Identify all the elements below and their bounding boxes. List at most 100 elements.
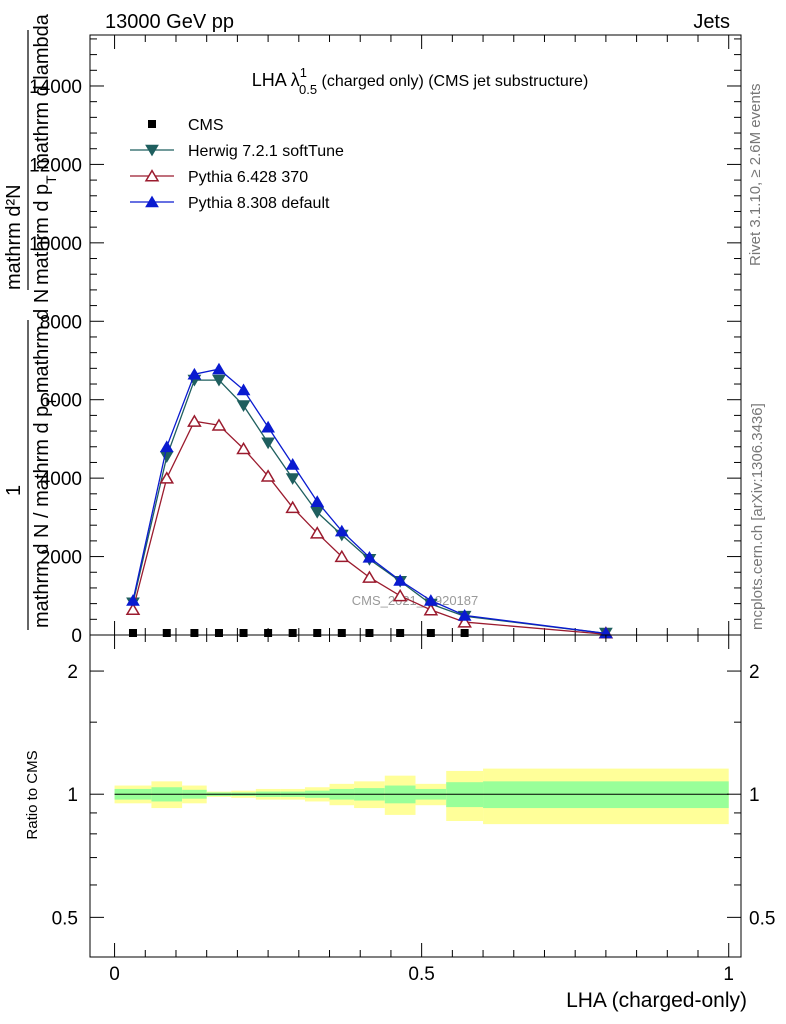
- mc-data-point: [260, 469, 276, 482]
- mc-data-point: [236, 383, 251, 396]
- y-tick-label: 14000: [29, 77, 82, 98]
- legend: CMS Herwig 7.2.1 softTune Pythia 6.428 370…: [130, 117, 344, 212]
- cms-data-point: [313, 629, 322, 637]
- mc-data-point: [125, 602, 141, 616]
- series-2: [125, 414, 614, 639]
- legend-label: Herwig 7.2.1 softTune: [188, 143, 344, 160]
- ylabel-lower-numerator-sub: T: [43, 397, 59, 406]
- header-energy-label: 13000 GeV pp: [105, 11, 234, 33]
- mc-data-point: [261, 420, 275, 433]
- ylabel-numerator-top: mathrm d²N: [3, 184, 25, 290]
- mc-data-point: [187, 414, 202, 427]
- ylabel-lower-numerator: mathrm d N / mathrm d pTmathrm d N: [31, 289, 59, 628]
- ratio-y-tick-label: 2: [67, 662, 78, 683]
- plot-title-superscript: 1: [300, 65, 307, 80]
- main-y-axis: 0 2000 4000 6000 8000 10000 12000 14000: [29, 38, 741, 647]
- mc-data-point: [285, 500, 300, 514]
- series-3: [126, 362, 613, 639]
- ratio-plot-panel: 0.5 0.5 1 1 2 2 0 0.5 1 Ratio to CMS LHA (charg…: [24, 634, 776, 1012]
- plot-title: LHA λ1 0.5 (charged only) (CMS jet substr…: [252, 65, 589, 97]
- series-line: [132, 368, 606, 635]
- rivet-version-label: Rivet 3.1.10, ≥ 2.6M events: [747, 84, 764, 267]
- x-tick-label: 0.5: [408, 964, 434, 985]
- ratio-y-tick-label-right: 2: [749, 662, 760, 683]
- mc-data-point: [362, 550, 377, 563]
- plot-title-rest: (charged only) (CMS jet substructure): [317, 73, 588, 90]
- y-tick-label: 6000: [40, 391, 82, 412]
- ratio-y-tick-label: 0.5: [52, 908, 78, 929]
- series-0: [128, 629, 469, 637]
- cms-data-point: [365, 629, 374, 637]
- cms-data-point: [426, 629, 435, 637]
- mc-data-point: [159, 451, 174, 463]
- mc-data-point: [309, 526, 325, 539]
- cms-data-point: [162, 629, 171, 637]
- mc-data-point: [159, 440, 174, 453]
- analysis-watermark: CMS_2021_I1920187: [352, 593, 479, 608]
- cms-data-point: [264, 629, 273, 637]
- cms-data-point: [148, 120, 156, 128]
- cms-data-point: [239, 629, 248, 637]
- x-axis-label: LHA (charged-only): [566, 989, 747, 1012]
- mc-data-point: [362, 570, 377, 583]
- ylabel-lower-numerator-text: mathrm d N / mathrm d p: [31, 406, 53, 628]
- cms-data-point: [190, 629, 199, 637]
- main-y-axis-label: mathrm d²N mathrm d pT mathrm d lambda 1…: [3, 13, 59, 630]
- mc-data-point: [285, 473, 300, 485]
- mc-data-point: [393, 574, 408, 586]
- ratio-x-axis: 0 0.5 1: [109, 635, 734, 985]
- ratio-uncertainty-bands: [114, 768, 729, 825]
- cms-data-point: [214, 629, 223, 637]
- mcplots-label: mcplots.cern.ch [arXiv:1306.3436]: [749, 403, 766, 630]
- main-plot-panel: 0 2000 4000 6000 8000 10000 12000 14000 CMS_202…: [29, 34, 742, 647]
- mc-data-point: [236, 400, 251, 412]
- mc-data-point: [392, 588, 408, 602]
- ratio-y-axis-label: Ratio to CMS: [24, 750, 41, 839]
- cms-data-point: [128, 629, 137, 637]
- legend-label: Pythia 8.308 default: [188, 195, 330, 212]
- mc-data-point: [457, 609, 472, 621]
- ylabel-denominator-top: mathrm d pT mathrm d lambda: [31, 13, 59, 285]
- mc-data-point: [212, 374, 226, 387]
- legend-label: CMS: [188, 117, 224, 134]
- ratio-y-axis: 0.5 0.5 1 1 2 2: [52, 662, 776, 929]
- cms-data-point: [396, 629, 405, 637]
- y-tick-label: 10000: [29, 234, 82, 255]
- mc-data-point: [457, 615, 472, 628]
- legend-entry: CMS: [148, 117, 224, 134]
- mc-data-point: [285, 458, 300, 470]
- mc-data-point: [423, 594, 438, 606]
- mc-data-point: [126, 594, 140, 606]
- y-tick-label: 8000: [40, 312, 82, 333]
- mc-data-point: [334, 524, 349, 537]
- x-tick-label: 0: [109, 964, 120, 985]
- mc-data-point: [310, 506, 325, 519]
- mc-data-point: [423, 603, 439, 616]
- ylabel-lower-denominator: mathrm d N: [31, 289, 53, 393]
- x-tick-label: 1: [723, 964, 734, 985]
- mc-data-point: [334, 549, 350, 563]
- mc-data-point: [236, 441, 251, 455]
- mc-data-point: [261, 437, 275, 450]
- cms-data-point: [288, 629, 297, 637]
- mc-data-point: [211, 418, 227, 431]
- ylabel-denominator-top-text: mathrm d p: [31, 184, 53, 285]
- mc-data-point: [187, 367, 202, 380]
- cms-data-point: [460, 629, 469, 637]
- plot-title-subscript: 0.5: [299, 82, 317, 97]
- ylabel-denominator-top-rest: mathrm d lambda: [31, 13, 53, 175]
- cms-data-point: [337, 629, 346, 637]
- y-tick-label: 2000: [40, 548, 82, 569]
- mc-data-point: [159, 471, 175, 484]
- mc-data-point: [145, 144, 159, 157]
- header-jets-label: Jets: [693, 11, 730, 33]
- mc-data-point: [144, 169, 160, 182]
- plot-title-main: LHA λ: [252, 70, 300, 90]
- mc-data-point: [212, 362, 226, 375]
- ylabel-one: 1: [3, 485, 25, 496]
- mc-data-point: [145, 195, 159, 208]
- legend-entry: Pythia 8.308 default: [130, 195, 330, 212]
- ratio-y-tick-label: 1: [67, 785, 78, 806]
- ratio-y-tick-label-right: 0.5: [749, 908, 775, 929]
